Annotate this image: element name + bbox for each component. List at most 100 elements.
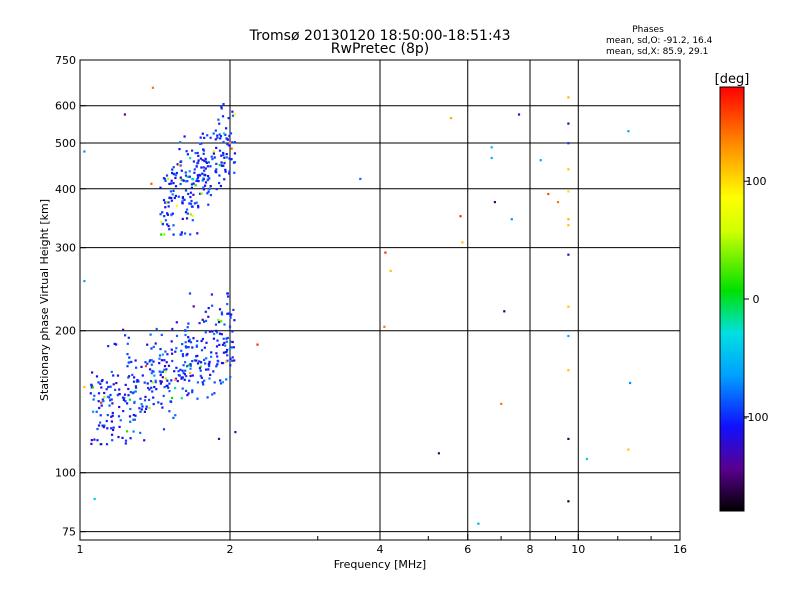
data-point [226, 142, 229, 146]
data-point [163, 386, 166, 389]
data-point [183, 378, 186, 381]
data-point [118, 393, 121, 396]
data-point [196, 362, 200, 365]
data-point [174, 194, 177, 197]
data-point [205, 368, 208, 371]
data-point [222, 103, 225, 106]
data-point [175, 204, 179, 207]
data-point [627, 130, 630, 133]
data-point [106, 395, 109, 398]
data-point [233, 161, 236, 164]
axis-ticks: 1 2 4 6 8 10 16 75 100 200 300 400 500 600 750 [55, 54, 687, 556]
data-point [214, 138, 217, 141]
x-tick-label: 4 [377, 543, 384, 556]
data-point [110, 415, 113, 418]
data-point [218, 308, 222, 311]
data-point [163, 368, 166, 371]
data-point [110, 398, 113, 401]
data-point [197, 180, 200, 183]
data-point [174, 176, 177, 180]
data-point [199, 365, 202, 368]
data-point [222, 140, 225, 144]
data-point [184, 341, 187, 344]
data-point [190, 186, 193, 189]
data-point [177, 370, 180, 373]
data-point [163, 359, 166, 362]
data-point [226, 138, 230, 141]
data-point [102, 400, 105, 403]
data-point [217, 360, 220, 363]
data-point [181, 387, 184, 390]
data-point [192, 193, 195, 196]
data-point [220, 361, 224, 365]
data-point [190, 199, 193, 203]
data-point [179, 176, 182, 179]
data-point [97, 392, 101, 395]
data-point [220, 333, 223, 336]
data-point [126, 353, 129, 356]
data-point [181, 202, 184, 205]
data-point [92, 410, 95, 413]
data-point [201, 318, 204, 321]
data-point [217, 437, 221, 440]
data-point [90, 439, 93, 442]
data-point [141, 405, 144, 408]
data-point [176, 380, 179, 383]
data-point [195, 179, 198, 182]
y-tick-label: 500 [55, 137, 76, 150]
data-point [211, 393, 214, 396]
data-point [196, 151, 199, 155]
x-tick-label: 1 [77, 543, 84, 556]
data-point [123, 393, 127, 396]
data-point [105, 419, 108, 423]
data-point [153, 385, 156, 389]
data-point [177, 195, 180, 198]
data-point [567, 305, 570, 308]
data-point [98, 406, 101, 410]
data-point [220, 161, 223, 164]
data-point [157, 401, 160, 404]
data-point [189, 367, 192, 370]
y-tick-label: 100 [55, 467, 76, 480]
data-point [110, 420, 113, 423]
data-point [225, 340, 228, 343]
data-point [216, 134, 219, 137]
data-point [223, 178, 226, 181]
data-point [227, 312, 230, 315]
data-point [223, 162, 226, 165]
data-point [214, 170, 217, 173]
data-point [567, 334, 570, 338]
data-point [99, 414, 102, 417]
data-point [188, 338, 191, 341]
data-point [211, 304, 214, 307]
data-point [197, 154, 200, 157]
data-point [567, 224, 570, 227]
data-point [220, 320, 223, 323]
data-point [199, 136, 202, 139]
data-point [148, 406, 151, 409]
data-point [196, 381, 199, 384]
data-point [148, 398, 151, 401]
data-point [193, 168, 196, 171]
data-point [91, 386, 94, 389]
data-point [226, 312, 229, 315]
data-point [219, 137, 222, 140]
data-point [203, 136, 206, 139]
data-point [189, 364, 192, 367]
data-point [188, 170, 191, 173]
data-point [197, 159, 200, 162]
data-point [171, 352, 174, 355]
data-point [170, 379, 173, 382]
data-point [229, 158, 233, 161]
data-point [116, 374, 120, 377]
x-tick-label: 2 [227, 543, 234, 556]
data-point [161, 222, 164, 225]
data-point [186, 394, 189, 397]
data-point [196, 354, 199, 357]
data-point [230, 147, 233, 150]
x-tick-label: 10 [571, 543, 585, 556]
data-point [121, 396, 125, 399]
data-point [190, 183, 193, 186]
data-point [179, 182, 182, 186]
data-point [188, 202, 191, 205]
